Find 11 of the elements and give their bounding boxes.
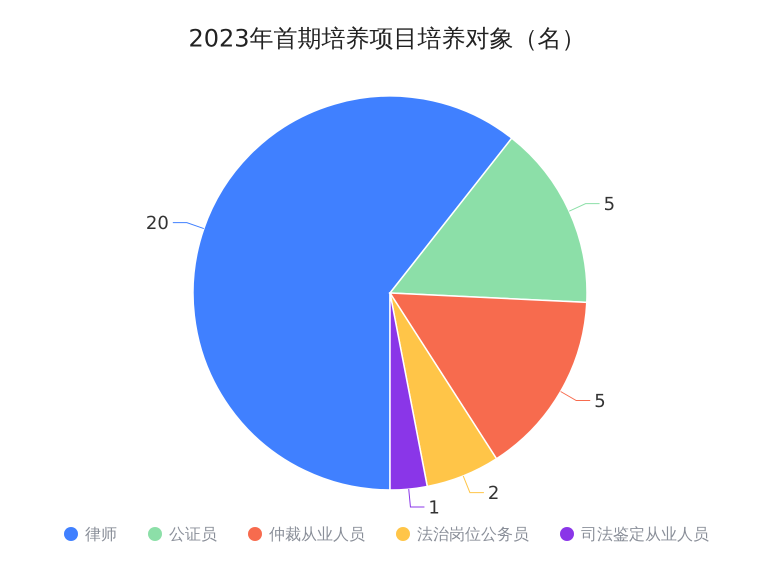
data-label: 5 bbox=[604, 194, 616, 215]
legend-label: 法治岗位公务员 bbox=[417, 524, 529, 544]
legend-label: 律师 bbox=[85, 524, 117, 544]
chart-title: 2023年首期培养项目培养对象（名） bbox=[188, 24, 586, 52]
data-label: 1 bbox=[428, 497, 440, 518]
data-label: 5 bbox=[594, 390, 606, 412]
data-label: 20 bbox=[146, 212, 169, 234]
legend-label: 司法鉴定从业人员 bbox=[581, 524, 709, 544]
data-label: 2 bbox=[488, 482, 500, 504]
legend-label: 公证员 bbox=[169, 524, 217, 544]
legend-label: 仲裁从业人员 bbox=[269, 524, 365, 544]
